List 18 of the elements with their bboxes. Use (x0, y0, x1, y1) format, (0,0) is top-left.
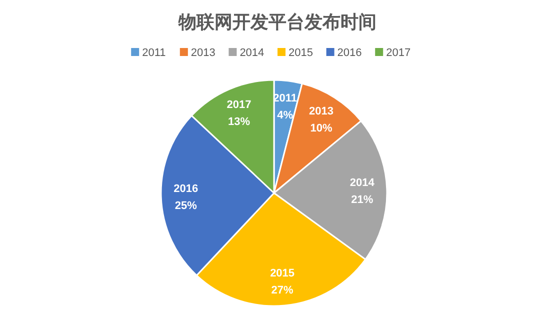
legend-label: 2015 (288, 47, 313, 59)
data-label: 21% (351, 194, 374, 206)
slice-label: 2013 (308, 106, 334, 118)
legend-label: 2017 (386, 47, 411, 59)
slice-label: 2015 (270, 268, 295, 280)
legend-label: 2014 (240, 47, 264, 59)
slice-label: 2014 (350, 177, 376, 190)
slice-label: 2017 (226, 99, 252, 112)
data-label: 25% (174, 200, 198, 212)
chart-title: 物联网开发平台发布时间 (178, 12, 376, 32)
data-label: 4% (277, 110, 294, 122)
legend-label: 2011 (142, 47, 166, 59)
legend-label: 2013 (190, 47, 216, 59)
slice-label: 2016 (174, 182, 198, 195)
data-label: 10% (310, 122, 332, 135)
data-label: 13% (228, 116, 250, 128)
legend-label: 2016 (337, 47, 362, 59)
data-label: 27% (271, 284, 294, 297)
